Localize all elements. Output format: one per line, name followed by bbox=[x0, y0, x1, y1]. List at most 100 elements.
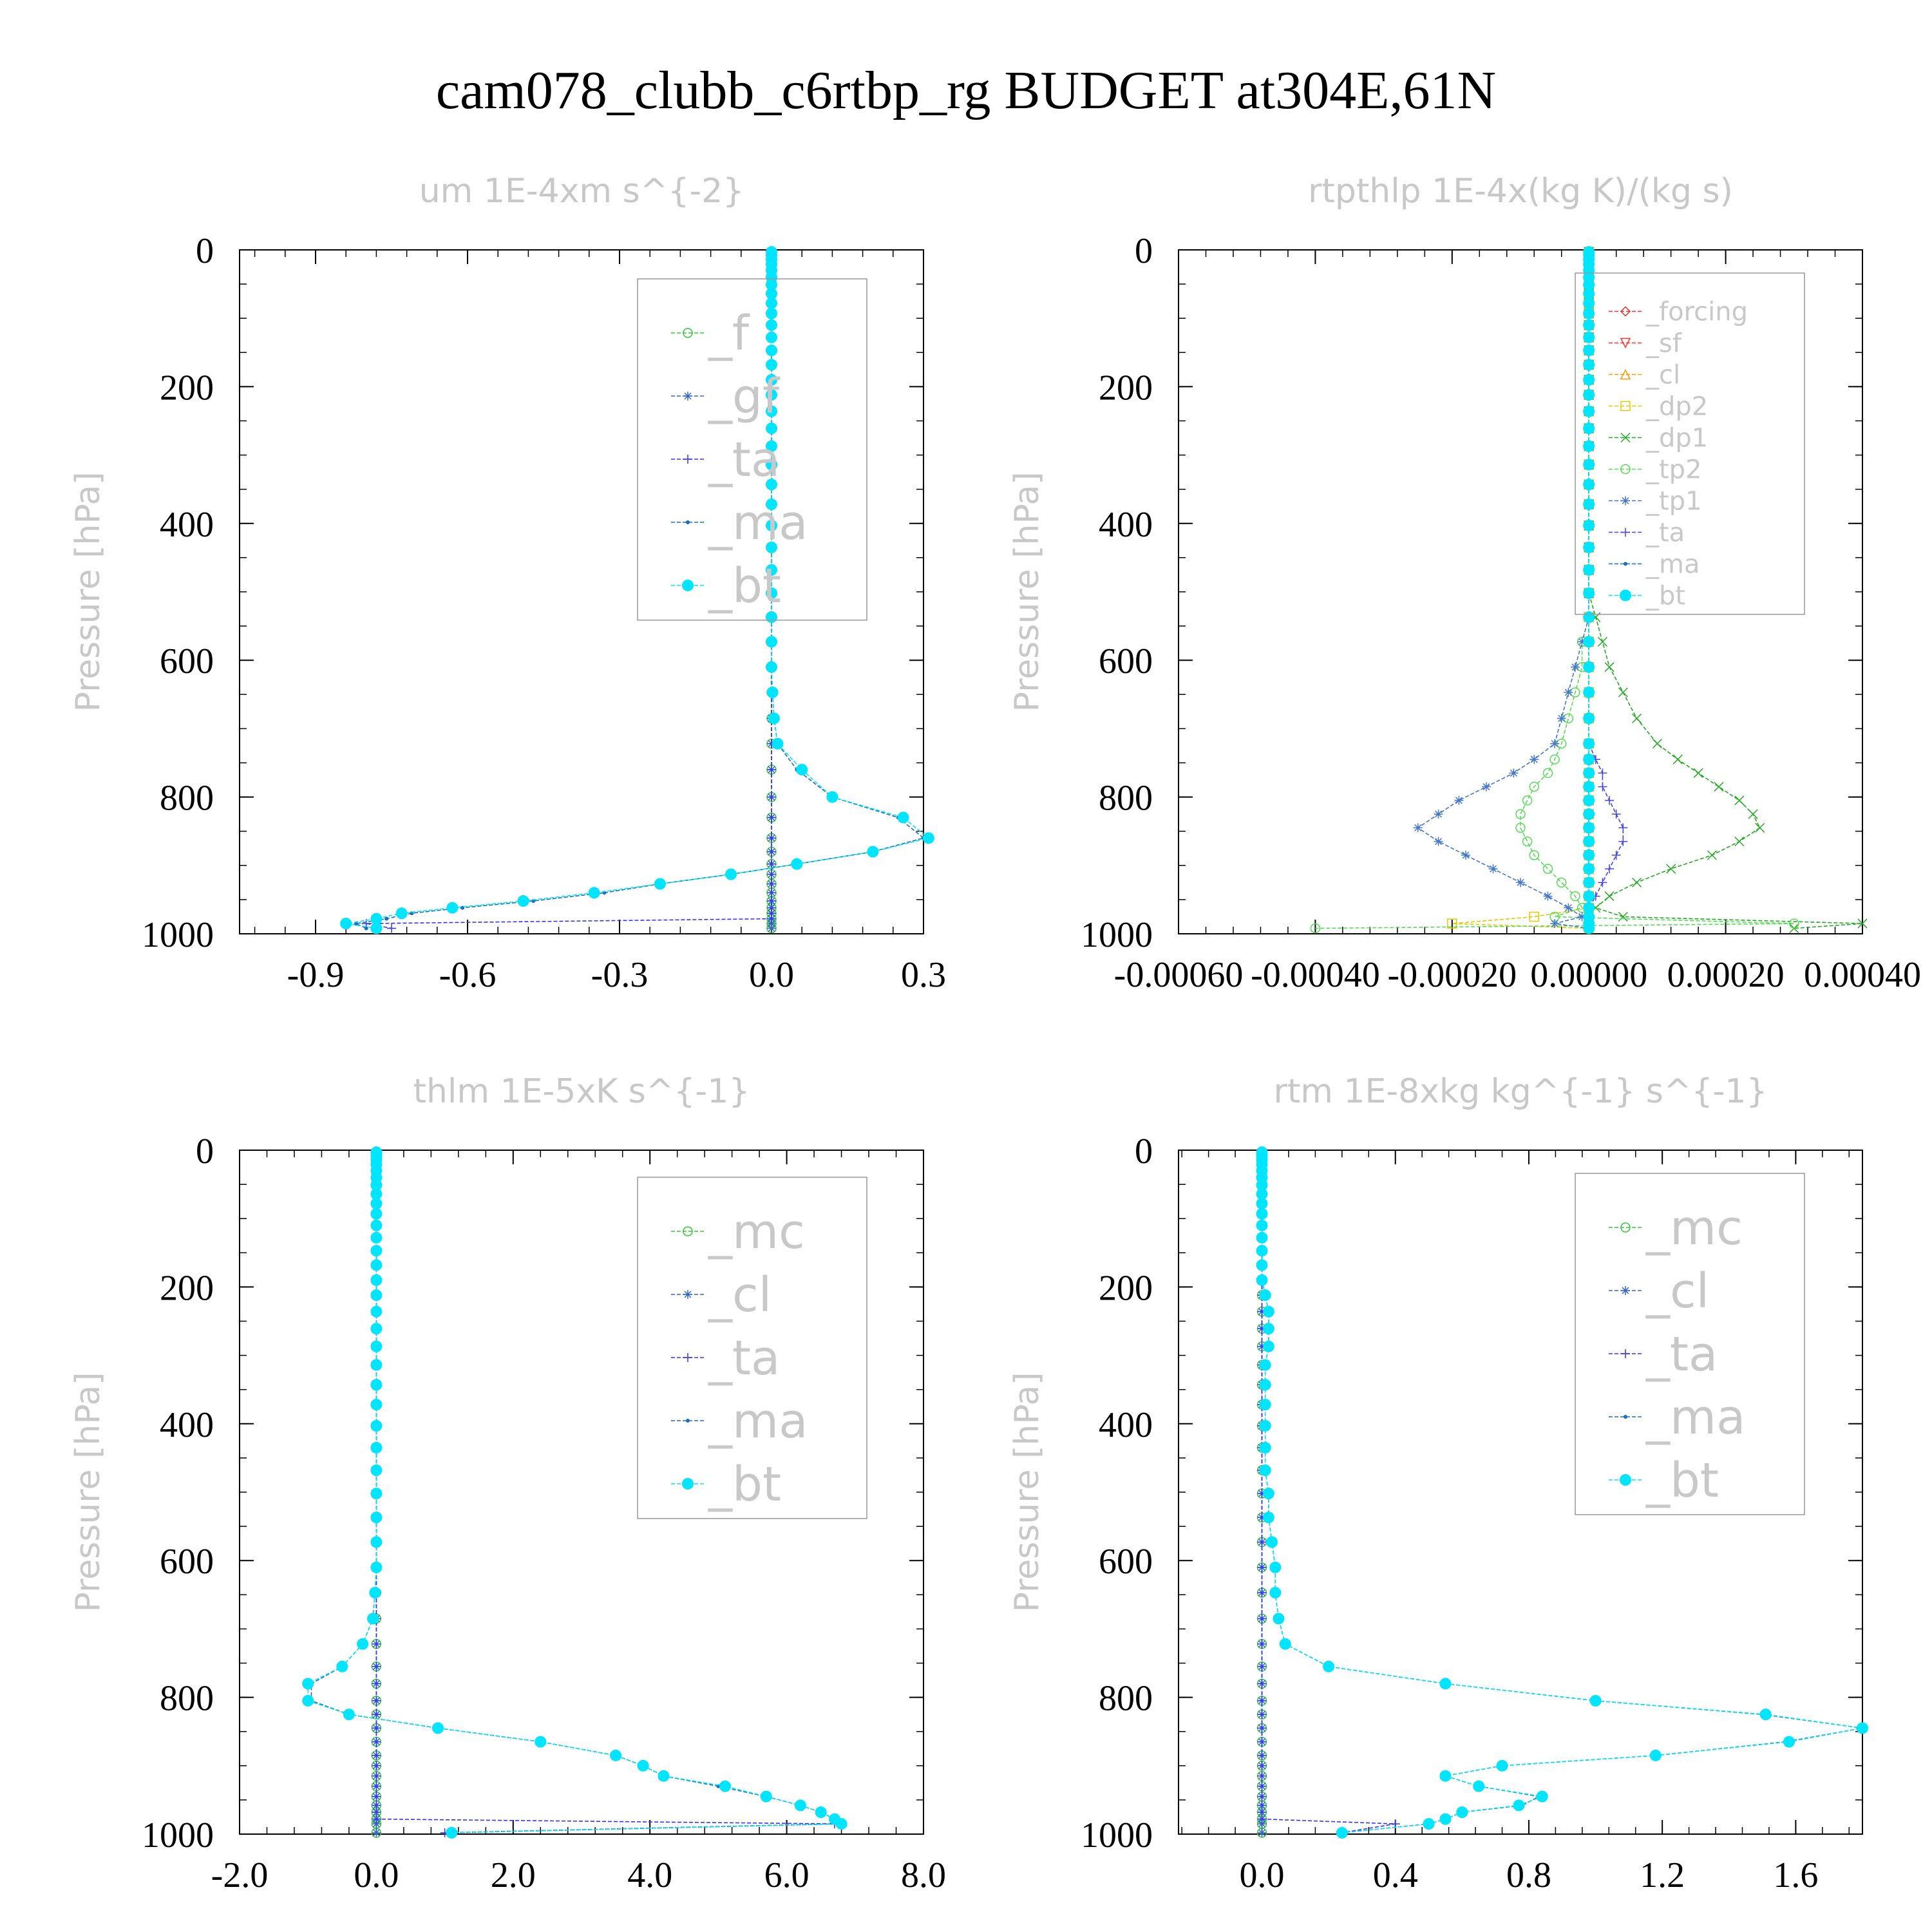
data-point bbox=[357, 1638, 369, 1650]
legend: _mc _cl _ta _ma _bt bbox=[1575, 1173, 1805, 1515]
data-point bbox=[1256, 1274, 1268, 1286]
legend-marker bbox=[1624, 1415, 1627, 1419]
data-point bbox=[1542, 864, 1553, 874]
series-bt bbox=[302, 1146, 848, 1839]
x-tick-label: 2.0 bbox=[491, 1855, 536, 1895]
data-point bbox=[370, 1511, 383, 1524]
data-point bbox=[372, 1737, 381, 1747]
data-point bbox=[1262, 1511, 1274, 1524]
data-point bbox=[826, 791, 838, 803]
data-point bbox=[384, 916, 389, 921]
data-point bbox=[1259, 1399, 1271, 1411]
data-point bbox=[1604, 891, 1615, 902]
data-point bbox=[1583, 661, 1595, 673]
data-point bbox=[766, 564, 777, 576]
data-point bbox=[796, 764, 808, 776]
y-tick-label: 800 bbox=[160, 1679, 214, 1719]
y-tick-label: 1000 bbox=[142, 1815, 214, 1855]
data-point bbox=[922, 832, 934, 844]
data-point bbox=[719, 1780, 732, 1792]
data-point bbox=[370, 1188, 383, 1200]
x-tick-label: 4.0 bbox=[627, 1855, 672, 1895]
legend-label: _sf bbox=[1645, 329, 1682, 359]
y-tick-label: 1000 bbox=[1081, 915, 1153, 955]
legend-label: _ta bbox=[708, 432, 780, 488]
legend-label: _ma bbox=[708, 495, 808, 551]
panels: um 1E-4xm s^{-2} Pressure [hPa] 0 200 400 600… bbox=[69, 172, 1921, 1895]
data-point bbox=[766, 389, 777, 401]
data-point bbox=[1256, 1179, 1268, 1191]
series-line bbox=[1315, 252, 1794, 929]
data-point bbox=[395, 907, 408, 920]
series-ta bbox=[1257, 1148, 1400, 1837]
data-point bbox=[372, 1723, 381, 1733]
legend-marker bbox=[1621, 1349, 1630, 1358]
data-point bbox=[1439, 1678, 1452, 1690]
data-point bbox=[1529, 911, 1539, 922]
data-point bbox=[1707, 850, 1717, 860]
data-point bbox=[1570, 891, 1580, 902]
data-point bbox=[1583, 876, 1595, 889]
y-tick-label: 200 bbox=[160, 368, 214, 408]
chart-panel-4: rtm 1E-8xkg kg^{-1} s^{-1} Pressure [hPa]… bbox=[1008, 1072, 1868, 1895]
series-dp2 bbox=[1447, 247, 1594, 934]
data-point bbox=[372, 1679, 381, 1689]
data-point bbox=[340, 918, 352, 930]
y-axis-label: Pressure [hPa] bbox=[1008, 472, 1046, 712]
data-point bbox=[1516, 878, 1525, 887]
data-point bbox=[372, 1814, 381, 1824]
data-point bbox=[370, 1305, 383, 1318]
data-point bbox=[766, 478, 777, 491]
data-point bbox=[766, 374, 777, 386]
data-point bbox=[1257, 1696, 1267, 1705]
data-point bbox=[1257, 1792, 1267, 1801]
legend-marker bbox=[686, 520, 690, 524]
data-point bbox=[1583, 808, 1595, 820]
data-point bbox=[1256, 1231, 1268, 1244]
legend-label: _cl bbox=[708, 1267, 772, 1323]
legend-marker bbox=[1620, 368, 1631, 380]
plot-frame bbox=[1178, 1150, 1863, 1835]
data-point bbox=[1583, 902, 1595, 914]
data-point bbox=[767, 888, 776, 898]
data-point bbox=[1598, 878, 1607, 887]
data-point bbox=[835, 1818, 848, 1830]
data-point bbox=[1513, 1799, 1525, 1812]
data-point bbox=[1583, 498, 1595, 511]
y-tick-label: 400 bbox=[160, 1405, 214, 1445]
x-tick-label: 0.00000 bbox=[1530, 955, 1647, 995]
data-point bbox=[1434, 837, 1443, 846]
x-tick-label: -2.0 bbox=[211, 1855, 269, 1895]
data-point bbox=[370, 1359, 383, 1371]
data-point bbox=[1257, 1679, 1267, 1689]
data-point bbox=[766, 661, 777, 673]
data-point bbox=[1583, 890, 1595, 902]
series-ma bbox=[1260, 1150, 1864, 1835]
y-tick-label: 800 bbox=[1099, 779, 1153, 819]
legend-marker bbox=[1620, 1474, 1631, 1486]
data-point bbox=[815, 1806, 827, 1819]
figure-title: cam078_clubb_c6rtbp_rg BUDGET at304E,61N bbox=[436, 61, 1496, 120]
data-point bbox=[1583, 636, 1595, 648]
series-tp1 bbox=[1413, 247, 1594, 933]
data-point bbox=[1604, 662, 1615, 672]
y-tick-label: 400 bbox=[160, 505, 214, 545]
data-point bbox=[372, 1750, 381, 1760]
plot-frame bbox=[1178, 249, 1863, 934]
data-point bbox=[1583, 307, 1595, 319]
data-point bbox=[791, 858, 803, 870]
data-point bbox=[1259, 1289, 1271, 1302]
legend-marker bbox=[1620, 306, 1631, 317]
data-point bbox=[767, 919, 776, 929]
data-point bbox=[1257, 1750, 1267, 1760]
data-point bbox=[766, 405, 777, 417]
data-point bbox=[1256, 1219, 1268, 1231]
data-point bbox=[1456, 1806, 1468, 1819]
panel-title: thlm 1E-5xK s^{-1} bbox=[413, 1072, 750, 1111]
x-tick-label: -0.3 bbox=[591, 955, 649, 995]
data-point bbox=[1269, 1587, 1282, 1599]
data-point bbox=[767, 914, 776, 923]
legend-marker bbox=[683, 1290, 692, 1299]
data-point bbox=[1583, 279, 1595, 291]
data-point bbox=[372, 1771, 381, 1781]
